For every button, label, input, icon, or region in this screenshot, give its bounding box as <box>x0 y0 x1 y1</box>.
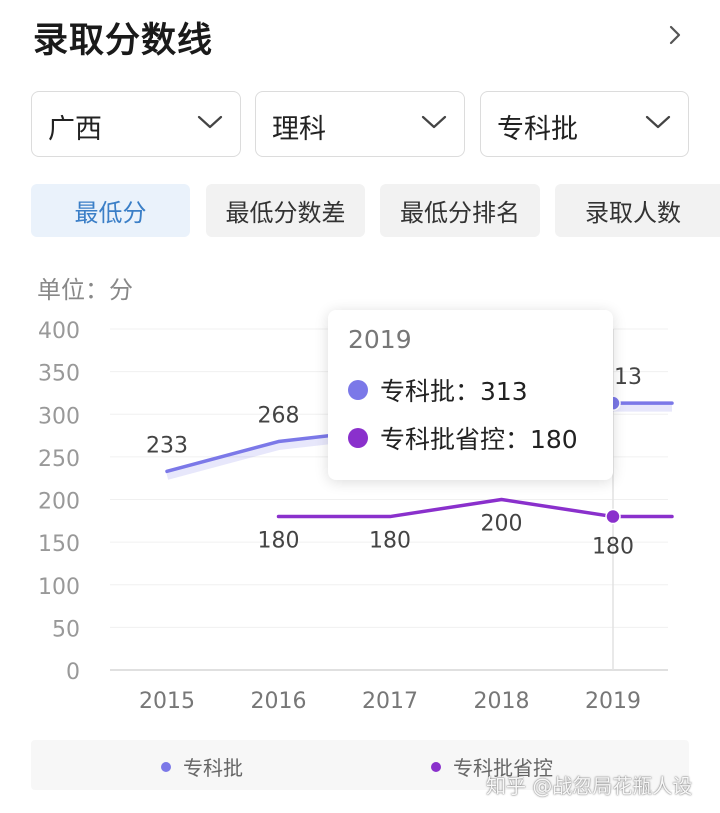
page-title: 录取分数线 <box>33 21 214 61</box>
data-label: 180 <box>592 535 634 560</box>
y-tick-label: 200 <box>38 490 80 515</box>
y-tick-label: 400 <box>38 319 80 344</box>
tooltip-dot <box>348 380 368 400</box>
legend-item[interactable]: 专科批 <box>161 752 243 781</box>
tooltip-row: 专科批：313 <box>348 372 528 408</box>
watermark: 知乎 @战忽局花瓶人设 <box>486 774 693 798</box>
y-tick-label: 250 <box>38 447 80 472</box>
province-select[interactable]: 广西 <box>31 91 241 157</box>
data-label: 268 <box>258 404 300 429</box>
subject-select-label: 理科 <box>272 114 326 145</box>
province-select-label: 广西 <box>48 114 102 145</box>
data-label: 180 <box>369 529 411 554</box>
unit-label: 单位：分 <box>37 276 133 304</box>
y-tick-label: 150 <box>38 532 80 557</box>
x-tick-label: 2015 <box>139 689 195 714</box>
y-tick-label: 100 <box>38 575 80 600</box>
chevron-right-icon[interactable] <box>664 24 686 46</box>
tab-min-score-rank[interactable]: 最低分排名 <box>380 184 540 237</box>
header: 录取分数线 <box>0 0 720 80</box>
batch-select[interactable]: 专科批 <box>480 91 689 157</box>
tooltip-row-text: 专科批：313 <box>380 377 528 406</box>
chart-tooltip: 2019 专科批：313 专科批省控：180 <box>328 310 613 480</box>
chevron-down-icon <box>421 115 447 129</box>
legend-item[interactable]: 专科批省控 <box>431 752 553 781</box>
x-tick-label: 2017 <box>362 689 418 714</box>
legend-label: 专科批省控 <box>453 756 553 780</box>
data-label: 233 <box>146 433 188 458</box>
data-point <box>605 508 621 525</box>
y-tick-label: 0 <box>66 660 80 685</box>
score-line-chart: 0 50 100 150 200 250 300 350 400 2015 2016 2017 2018… <box>38 319 674 714</box>
chevron-down-icon <box>197 115 223 129</box>
tab-min-score-diff[interactable]: 最低分数差 <box>206 184 365 237</box>
subject-select[interactable]: 理科 <box>255 91 465 157</box>
data-label: 180 <box>258 529 300 554</box>
legend-dot <box>161 761 171 772</box>
tooltip-dot <box>348 428 368 448</box>
chevron-down-icon <box>645 115 671 129</box>
y-tick-label: 300 <box>38 404 80 429</box>
y-tick-label: 350 <box>38 362 80 387</box>
data-label: 200 <box>481 512 523 537</box>
x-tick-label: 2016 <box>251 689 307 714</box>
batch-select-label: 专科批 <box>497 114 578 145</box>
x-tick-label: 2019 <box>585 689 641 714</box>
chart-legend: 专科批 专科批省控 <box>31 740 689 790</box>
tab-min-score[interactable]: 最低分 <box>31 184 190 237</box>
y-tick-label: 50 <box>52 617 80 642</box>
tab-admission-count[interactable]: 录取人数 <box>555 184 720 237</box>
legend-dot <box>431 761 441 772</box>
series-line <box>276 497 674 519</box>
legend-label: 专科批 <box>183 756 243 780</box>
tooltip-title: 2019 <box>348 325 412 354</box>
tooltip-row: 专科批省控：180 <box>348 420 578 456</box>
x-tick-label: 2018 <box>474 689 530 714</box>
tooltip-row-text: 专科批省控：180 <box>380 425 578 454</box>
